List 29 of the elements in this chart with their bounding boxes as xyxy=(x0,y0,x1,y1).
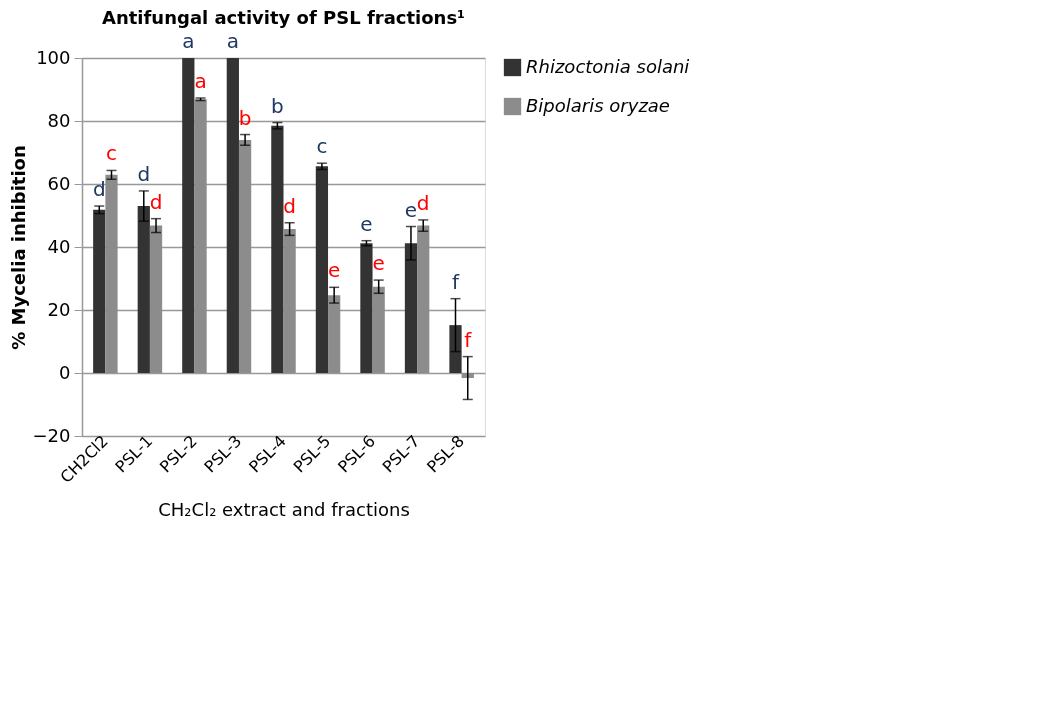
data-label: e xyxy=(404,197,418,222)
data-label: a xyxy=(182,29,195,53)
data-label: d xyxy=(149,189,163,214)
data-label: f xyxy=(464,327,473,352)
data-label: e xyxy=(360,211,373,236)
y-tick-label: 60 xyxy=(47,172,71,194)
legend-label: Bipolaris oryzae xyxy=(526,94,670,116)
data-label: e xyxy=(372,251,385,276)
data-label: f xyxy=(451,269,460,294)
data-label: b xyxy=(238,105,252,130)
y-tick-label: 80 xyxy=(47,109,71,131)
y-axis-title: % Mycelia inhibition xyxy=(7,145,29,350)
data-label: d xyxy=(137,161,151,186)
y-tick-label: 0 xyxy=(59,361,71,383)
data-label: a xyxy=(226,29,239,53)
data-label: b xyxy=(271,93,284,118)
data-label: e xyxy=(328,258,341,283)
legend-label: Rhizoctonia solani xyxy=(526,55,690,77)
chart-title: Antifungal activity of PSL fractions¹ xyxy=(102,7,465,28)
data-label: d xyxy=(92,177,106,202)
y-tick-label: 40 xyxy=(47,235,71,257)
y-tick-label: 100 xyxy=(36,46,71,68)
data-label: c xyxy=(106,141,117,166)
data-label: c xyxy=(316,134,328,159)
data-label: d xyxy=(416,190,430,215)
data-label: a xyxy=(194,69,207,93)
data-label: d xyxy=(283,193,296,218)
y-tick-label: 20 xyxy=(47,298,71,320)
x-axis-title: CH₂Cl₂ extract and fractions xyxy=(158,499,410,520)
